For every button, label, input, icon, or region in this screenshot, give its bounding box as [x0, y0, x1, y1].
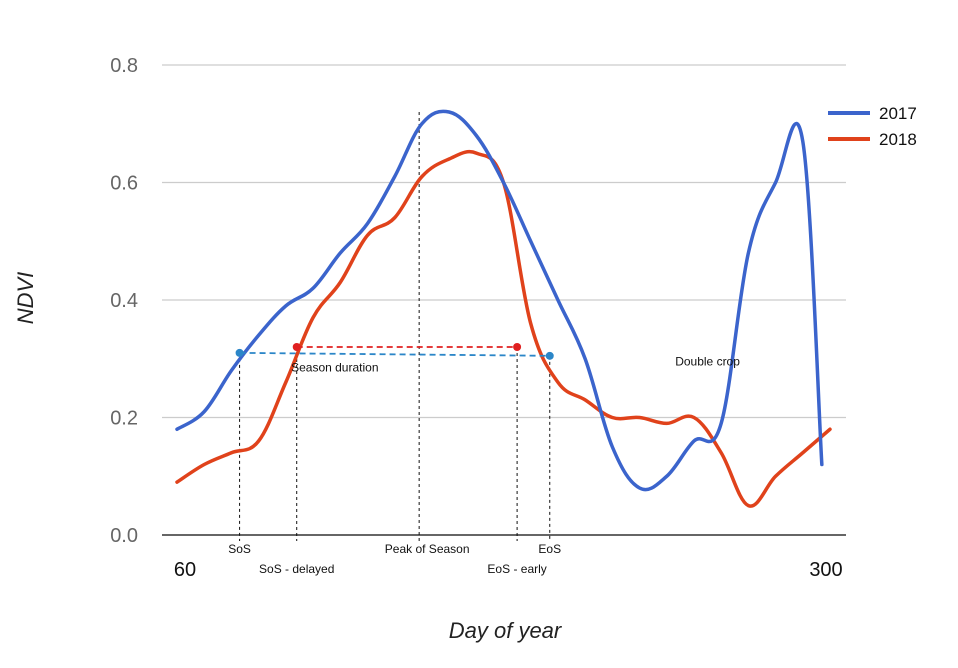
y-tick-label: 0.0 [110, 525, 138, 547]
y-tick-label: 0.8 [110, 55, 138, 77]
y-tick-label: 0.2 [110, 408, 138, 430]
x-tick-label: 60 [174, 559, 196, 581]
y-tick-label: 0.6 [110, 173, 138, 195]
marker-label: SoS [228, 542, 251, 556]
x-tick-label: 300 [809, 559, 842, 581]
y-tick-label: 0.4 [110, 290, 138, 312]
marker-dot-2018 [292, 343, 301, 351]
chart-annotation: Double crop [675, 355, 740, 369]
marker-label: SoS - delayed [259, 562, 334, 576]
marker-dot-2017 [235, 348, 244, 357]
y-axis-title: NDVI [13, 272, 38, 325]
legend-label-2018: 2018 [879, 130, 917, 149]
x-axis-title: Day of year [449, 618, 563, 643]
legend-label-2017: 2017 [879, 104, 917, 123]
marker-label: Peak of Season [385, 542, 470, 556]
marker-dot-2017 [545, 351, 554, 360]
legend: 2017 2018 [828, 104, 917, 149]
season-duration-line-2017 [239, 351, 550, 357]
marker-label: EoS [538, 542, 561, 556]
series-line-2018 [175, 149, 832, 508]
marker-dot-2018 [513, 343, 522, 351]
marker-label: EoS - early [487, 562, 546, 576]
chart-annotation: Season duration [291, 361, 378, 375]
series-line-2017 [175, 109, 824, 492]
